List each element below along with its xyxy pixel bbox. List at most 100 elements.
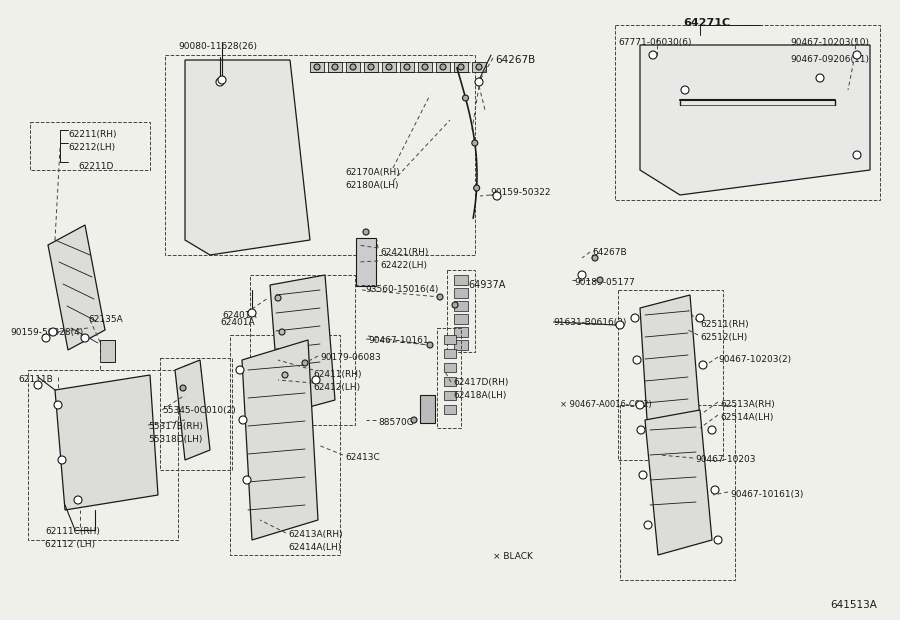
Bar: [436, 62, 450, 72]
Polygon shape: [185, 60, 310, 255]
Bar: [444, 405, 456, 414]
Circle shape: [350, 64, 356, 70]
Bar: [356, 238, 376, 286]
Text: 641513A: 641513A: [830, 600, 877, 610]
Bar: [454, 62, 468, 72]
Circle shape: [243, 476, 251, 484]
Text: 62211D: 62211D: [78, 162, 113, 171]
Bar: [364, 62, 378, 72]
Text: 64271C: 64271C: [683, 18, 730, 28]
Circle shape: [49, 328, 57, 336]
Text: 62170A(RH): 62170A(RH): [345, 168, 400, 177]
Bar: [454, 340, 468, 350]
Circle shape: [475, 78, 483, 86]
Circle shape: [54, 401, 62, 409]
Circle shape: [639, 471, 647, 479]
Circle shape: [386, 64, 392, 70]
Bar: [620, 405, 735, 580]
Circle shape: [473, 185, 480, 191]
Circle shape: [592, 255, 598, 261]
Polygon shape: [175, 360, 210, 460]
Circle shape: [649, 51, 657, 59]
Circle shape: [472, 140, 478, 146]
Bar: [346, 62, 360, 72]
Circle shape: [279, 329, 285, 335]
Polygon shape: [55, 375, 158, 510]
Bar: [454, 327, 468, 337]
Bar: [444, 335, 456, 344]
Circle shape: [633, 356, 641, 364]
Text: 90467-10161(3): 90467-10161(3): [730, 490, 804, 499]
Circle shape: [644, 521, 652, 529]
Circle shape: [180, 385, 186, 391]
Bar: [618, 290, 723, 460]
Bar: [447, 270, 475, 352]
Circle shape: [637, 426, 645, 434]
Bar: [444, 377, 456, 386]
Circle shape: [216, 78, 224, 86]
Bar: [185, 365, 195, 380]
Text: 62417D(RH): 62417D(RH): [453, 378, 508, 387]
Text: 90467-10203: 90467-10203: [695, 455, 755, 464]
Bar: [454, 288, 468, 298]
Circle shape: [578, 271, 586, 279]
Bar: [454, 301, 468, 311]
Circle shape: [34, 381, 42, 389]
Text: 62418A(LH): 62418A(LH): [453, 391, 507, 400]
Circle shape: [314, 64, 320, 70]
Text: 62422(LH): 62422(LH): [380, 261, 427, 270]
Text: 90159-50322: 90159-50322: [490, 188, 551, 197]
Bar: [160, 358, 232, 470]
Bar: [310, 338, 318, 350]
Circle shape: [616, 321, 624, 329]
Text: 55345-0C010(2): 55345-0C010(2): [162, 406, 236, 415]
Text: 62421(RH): 62421(RH): [380, 248, 428, 257]
Bar: [165, 55, 475, 255]
Bar: [382, 62, 396, 72]
Circle shape: [236, 366, 244, 374]
Circle shape: [636, 401, 644, 409]
Bar: [400, 62, 414, 72]
Text: × BLACK: × BLACK: [493, 552, 533, 561]
Text: × 90467-A0016-C0(2): × 90467-A0016-C0(2): [560, 400, 652, 409]
Text: 62413C: 62413C: [345, 453, 380, 462]
Circle shape: [681, 86, 689, 94]
Text: 62112 (LH): 62112 (LH): [45, 540, 95, 549]
Bar: [454, 314, 468, 324]
Text: 62413A(RH): 62413A(RH): [288, 530, 343, 539]
Text: 93560-15016(4): 93560-15016(4): [365, 285, 438, 294]
Text: 90179-06083: 90179-06083: [320, 353, 381, 362]
Text: 64267B: 64267B: [592, 248, 626, 257]
Polygon shape: [640, 45, 870, 195]
Circle shape: [476, 64, 482, 70]
Circle shape: [708, 426, 716, 434]
Bar: [230, 335, 340, 555]
Circle shape: [282, 372, 288, 378]
Bar: [250, 275, 355, 425]
Bar: [437, 328, 461, 428]
Circle shape: [853, 151, 861, 159]
Bar: [290, 408, 308, 416]
Bar: [100, 340, 115, 362]
Text: 62111C(RH): 62111C(RH): [45, 527, 100, 536]
Text: 62511(RH): 62511(RH): [700, 320, 749, 329]
Circle shape: [368, 64, 374, 70]
Text: 67771-06030(6): 67771-06030(6): [618, 38, 691, 47]
Circle shape: [302, 360, 308, 366]
Text: 62401A: 62401A: [222, 311, 256, 320]
Bar: [328, 62, 342, 72]
Circle shape: [58, 456, 66, 464]
Text: 62411(RH): 62411(RH): [313, 370, 362, 379]
Text: 55317B(RH): 55317B(RH): [148, 422, 202, 431]
Circle shape: [42, 334, 50, 342]
Text: 62412(LH): 62412(LH): [313, 383, 360, 392]
Text: 90189-05177: 90189-05177: [574, 278, 634, 287]
Circle shape: [458, 64, 464, 70]
Bar: [418, 62, 432, 72]
Polygon shape: [640, 295, 700, 435]
Polygon shape: [645, 410, 712, 555]
Circle shape: [452, 302, 458, 308]
Circle shape: [463, 95, 469, 101]
Text: 91631-B0616(2): 91631-B0616(2): [553, 318, 626, 327]
Text: 90467-10203(2): 90467-10203(2): [718, 355, 791, 364]
